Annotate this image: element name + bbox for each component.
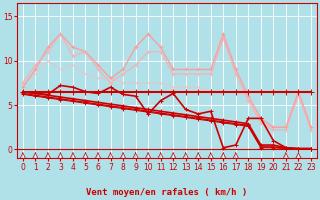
X-axis label: Vent moyen/en rafales ( km/h ): Vent moyen/en rafales ( km/h ) <box>86 188 248 197</box>
